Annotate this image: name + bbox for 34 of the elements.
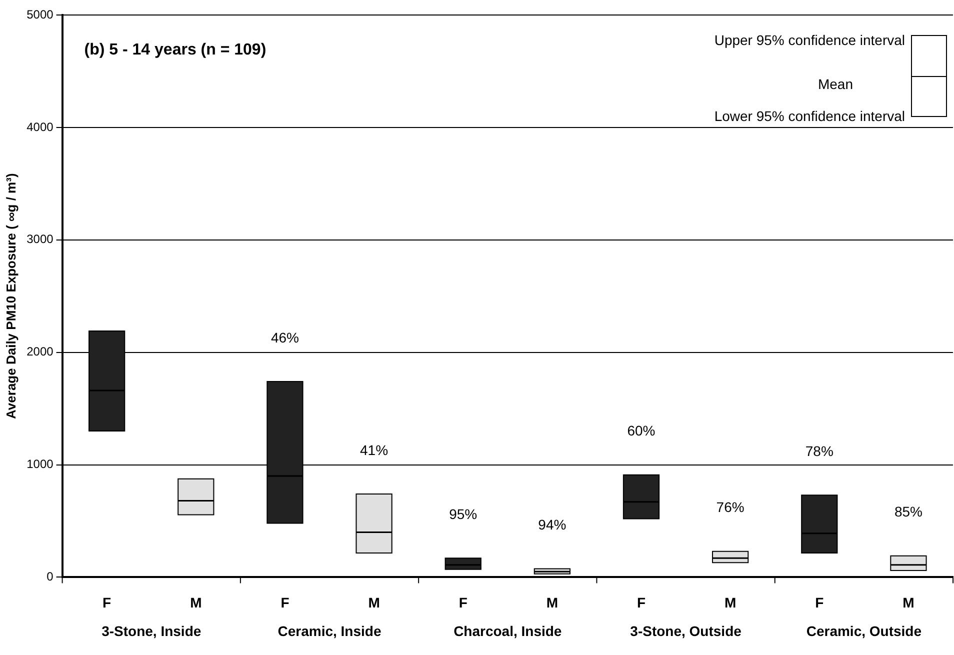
text: Ceramic, Inside [278, 623, 382, 640]
text: 76% [716, 499, 744, 516]
y-tick-label: 5000 [26, 7, 54, 22]
y-axis-title: Average Daily PM10 Exposure ( ∞g / m³) [3, 173, 18, 419]
y-tick-label: 1000 [26, 457, 54, 472]
annotation: Lower 95% confidence interval [714, 108, 905, 124]
x-tick-label: F [102, 594, 112, 610]
text: 85% [894, 504, 922, 520]
x-tick-label: F [636, 594, 646, 610]
y-tick-label: 4000 [26, 120, 54, 134]
text: Charcoal, Inside [454, 623, 562, 640]
x-tick-label: M [724, 594, 736, 610]
x-tick-label: M [546, 594, 558, 610]
x-tick-label: F [815, 594, 824, 610]
text: Ceramic, Outside [806, 623, 922, 640]
x-tick-label: F [458, 594, 468, 610]
annotation: Upper 95% confidence interval [714, 32, 905, 48]
text: 95% [449, 506, 478, 522]
x-tick-label: M [902, 594, 914, 610]
text: 3-Stone, Outside [630, 623, 742, 640]
text: 94% [538, 516, 566, 533]
x-tick-label: M [190, 594, 202, 610]
text: 46% [270, 329, 299, 346]
annotation: Mean [818, 76, 853, 92]
text: (b) 5 - 14 years (n = 109) [84, 41, 266, 58]
x-tick-label: F [280, 594, 290, 610]
y-tick-label: 0 [46, 570, 54, 584]
x-tick-label: M [368, 594, 380, 610]
y-tick-label: 2000 [26, 344, 54, 359]
text: 41% [360, 442, 388, 458]
text: 78% [805, 442, 834, 459]
y-tick-label: 3000 [26, 232, 54, 246]
text: 3-Stone, Inside [102, 623, 202, 640]
text: 60% [627, 422, 656, 439]
